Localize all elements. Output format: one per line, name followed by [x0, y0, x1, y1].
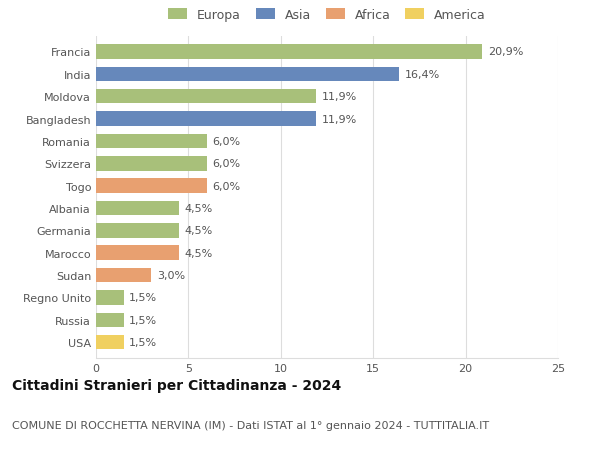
Text: 3,0%: 3,0%	[157, 270, 185, 280]
Text: 16,4%: 16,4%	[404, 70, 440, 80]
Text: 1,5%: 1,5%	[129, 337, 157, 347]
Bar	[96, 313, 124, 327]
Bar	[96, 157, 207, 171]
Bar	[96, 67, 399, 82]
Bar	[96, 291, 124, 305]
Bar	[96, 202, 179, 216]
Text: 6,0%: 6,0%	[212, 137, 241, 146]
Text: 6,0%: 6,0%	[212, 159, 241, 169]
Text: 11,9%: 11,9%	[322, 114, 357, 124]
Bar	[96, 246, 179, 260]
Bar	[96, 335, 124, 350]
Text: 1,5%: 1,5%	[129, 293, 157, 303]
Text: 4,5%: 4,5%	[185, 203, 213, 213]
Legend: Europa, Asia, Africa, America: Europa, Asia, Africa, America	[166, 6, 488, 24]
Bar	[96, 112, 316, 127]
Bar	[96, 224, 179, 238]
Text: COMUNE DI ROCCHETTA NERVINA (IM) - Dati ISTAT al 1° gennaio 2024 - TUTTITALIA.IT: COMUNE DI ROCCHETTA NERVINA (IM) - Dati …	[12, 420, 489, 430]
Text: 4,5%: 4,5%	[185, 248, 213, 258]
Text: 11,9%: 11,9%	[322, 92, 357, 102]
Bar	[96, 268, 151, 283]
Bar	[96, 45, 482, 60]
Bar	[96, 134, 207, 149]
Text: 4,5%: 4,5%	[185, 226, 213, 236]
Bar	[96, 90, 316, 104]
Text: Cittadini Stranieri per Cittadinanza - 2024: Cittadini Stranieri per Cittadinanza - 2…	[12, 379, 341, 392]
Text: 20,9%: 20,9%	[488, 47, 523, 57]
Text: 1,5%: 1,5%	[129, 315, 157, 325]
Text: 6,0%: 6,0%	[212, 181, 241, 191]
Bar	[96, 179, 207, 193]
